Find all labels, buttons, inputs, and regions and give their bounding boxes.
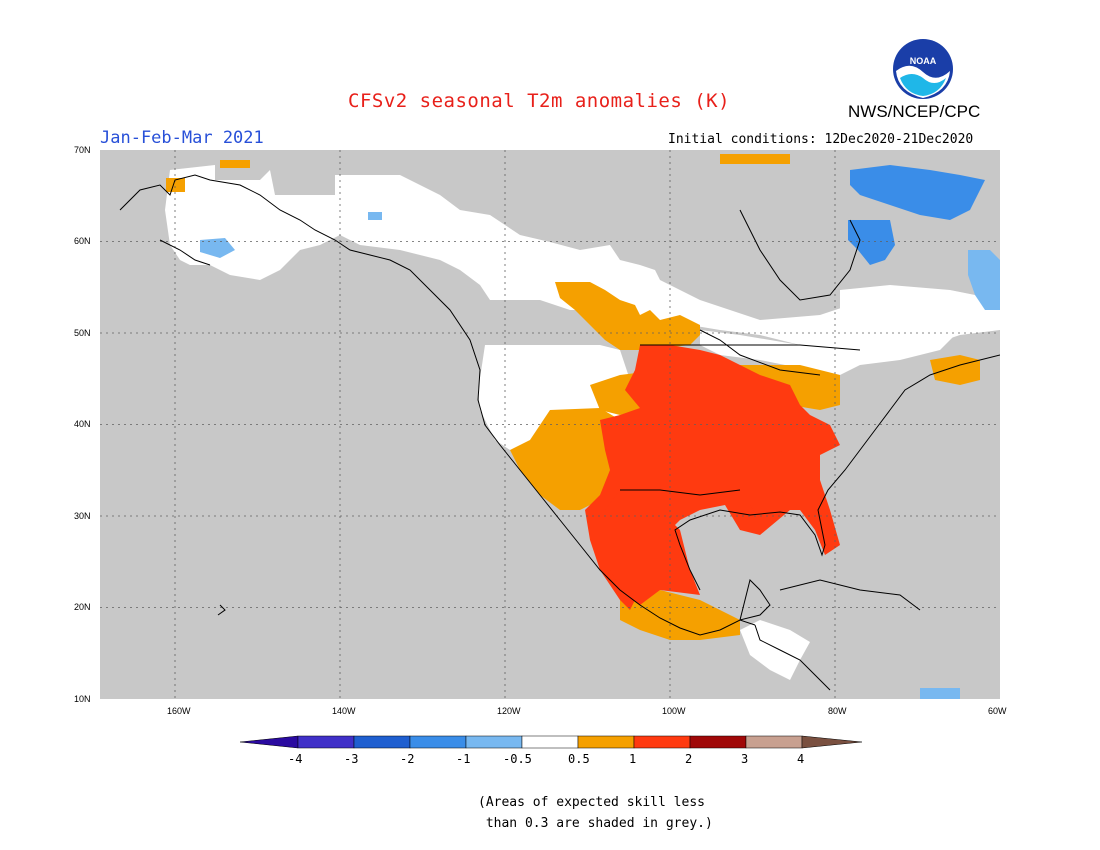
colorbar-cell	[745, 735, 803, 749]
blue-region-baffin	[850, 165, 985, 220]
lat-label-60n: 60N	[74, 236, 91, 246]
colorbar-label-neg4: -4	[288, 752, 303, 766]
colorbar-label-neg05: -0.5	[503, 752, 532, 766]
colorbar	[239, 735, 863, 749]
colorbar-label-2: 2	[685, 752, 693, 766]
lon-label-60w: 60W	[988, 706, 1007, 716]
colorbar-label-neg1: -1	[456, 752, 471, 766]
lightblue-region-alaska	[200, 238, 235, 258]
colorbar-cell	[689, 735, 747, 749]
skill-note: (Areas of expected skill less than 0.3 a…	[478, 792, 713, 834]
lat-label-20n: 20N	[74, 602, 91, 612]
colorbar-label-1: 1	[629, 752, 637, 766]
lightblue-region-yukon	[368, 212, 382, 220]
colorbar-arrow-high	[801, 735, 863, 749]
white-region-central-america	[740, 620, 810, 680]
colorbar-cell	[353, 735, 411, 749]
blue-region-hudson	[848, 220, 895, 265]
noaa-logo-text: NOAA	[910, 56, 937, 66]
lat-label-70n: 70N	[74, 145, 91, 155]
anomaly-map	[100, 150, 1000, 699]
colorbar-cell	[633, 735, 691, 749]
colorbar-cell	[465, 735, 523, 749]
skill-note-line1: (Areas of expected skill less	[478, 795, 705, 810]
map-title: CFSv2 seasonal T2m anomalies (K)	[348, 90, 731, 112]
red-region-mexico	[600, 490, 700, 605]
lat-label-10n: 10N	[74, 694, 91, 704]
lat-label-40n: 40N	[74, 419, 91, 429]
colorbar-label-neg2: -2	[400, 752, 415, 766]
lon-label-140w: 140W	[332, 706, 356, 716]
noaa-logo-icon: NOAA	[893, 39, 953, 99]
agency-label: NWS/NCEP/CPC	[848, 102, 981, 121]
orange-region-northeast	[930, 355, 980, 385]
period-label: Jan-Feb-Mar 2021	[100, 128, 264, 148]
lat-label-50n: 50N	[74, 328, 91, 338]
initial-conditions-label: Initial conditions: 12Dec2020-21Dec2020	[668, 132, 974, 147]
lightblue-region-south-caribbean	[920, 688, 960, 699]
colorbar-label-4: 4	[797, 752, 805, 766]
lon-label-100w: 100W	[662, 706, 686, 716]
orange-region-prairies	[555, 282, 700, 350]
skill-note-line2: than 0.3 are shaded in grey.)	[478, 816, 713, 831]
graticule	[100, 150, 1000, 699]
orange-region-southwest	[510, 408, 620, 510]
red-region-southeast	[740, 450, 840, 555]
colorbar-label-05: 0.5	[568, 752, 590, 766]
lightblue-region-labrador	[968, 250, 1000, 310]
colorbar-label-neg3: -3	[344, 752, 359, 766]
orange-region-canada-patch	[220, 160, 250, 168]
white-region-west-us	[478, 345, 640, 455]
colorbar-cell	[297, 735, 355, 749]
colorbar-cell	[577, 735, 635, 749]
lon-label-160w: 160W	[167, 706, 191, 716]
lon-label-120w: 120W	[497, 706, 521, 716]
colorbar-label-3: 3	[741, 752, 749, 766]
white-region-great-lakes	[700, 330, 860, 375]
coastlines	[119, 174, 1000, 691]
white-region-east-canada	[820, 285, 1000, 365]
orange-region-baffin-patch	[720, 154, 790, 164]
colorbar-cell	[409, 735, 467, 749]
lon-label-80w: 80W	[828, 706, 847, 716]
white-region-alaska	[165, 165, 1000, 350]
orange-region-alaska-patch	[166, 178, 185, 192]
lat-label-30n: 30N	[74, 511, 91, 521]
colorbar-arrow-low	[239, 735, 299, 749]
colorbar-cell	[521, 735, 579, 749]
